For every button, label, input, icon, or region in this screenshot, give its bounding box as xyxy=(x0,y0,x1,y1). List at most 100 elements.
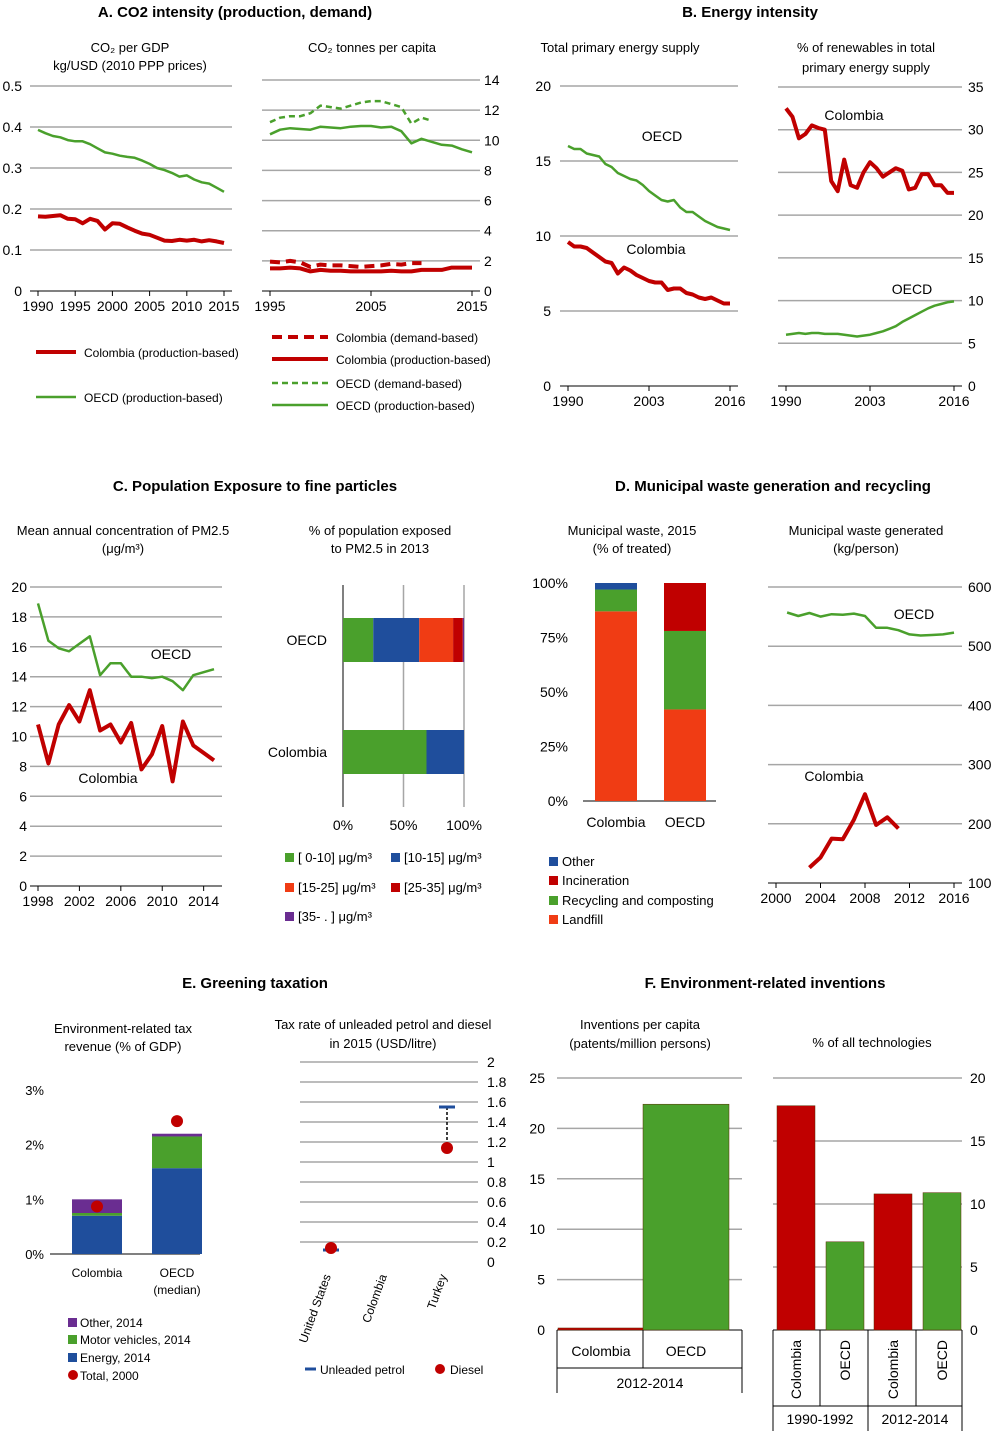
y-tick-label: 0.1 xyxy=(3,242,23,258)
series-line-colombia xyxy=(784,107,954,195)
y-tick-label: 1.2 xyxy=(487,1134,507,1150)
y-tick-label: 1.8 xyxy=(487,1074,507,1090)
panel-e-right-subtitle-1: Tax rate of unleaded petrol and diesel xyxy=(275,1017,492,1032)
x-tick-label: 1995 xyxy=(60,298,91,314)
x-tick-label: 50% xyxy=(389,817,417,833)
x-tick-label: 2016 xyxy=(938,890,969,906)
y-tick-label: 20 xyxy=(529,1120,545,1136)
panel-c-left-subtitle-1: Mean annual concentration of PM2.5 xyxy=(17,523,229,538)
bar-segment xyxy=(595,589,637,612)
panel-a-title: A. CO2 intensity (production, demand) xyxy=(98,4,372,21)
y-tick-label: 8 xyxy=(19,758,27,774)
y-tick-label: 0.2 xyxy=(3,201,23,217)
legend-label: Colombia (demand-based) xyxy=(336,331,478,345)
legend-marker-total xyxy=(68,1370,78,1380)
legend-swatch-motor-vehicles xyxy=(68,1335,77,1344)
legend-label: [25-35] μg/m³ xyxy=(404,880,482,895)
legend-label: OECD (production-based) xyxy=(84,391,223,405)
bar xyxy=(557,1327,645,1331)
legend-swatch-25-35 xyxy=(391,883,400,892)
y-tick-label: 0 xyxy=(968,378,976,394)
category-label: Colombia xyxy=(788,1340,804,1399)
y-tick-label: 20 xyxy=(11,579,27,595)
y-tick-label: 1.6 xyxy=(487,1094,507,1110)
legend-swatch-incineration xyxy=(549,876,558,885)
y-tick-label: 5 xyxy=(537,1272,545,1288)
x-tick-label: 2014 xyxy=(188,893,219,909)
panel-a-right-subtitle: CO₂ tonnes per capita xyxy=(308,40,437,55)
legend-label: Landfill xyxy=(562,912,603,927)
legend-label: Colombia (production-based) xyxy=(336,353,491,367)
y-tick-label: 20 xyxy=(535,78,551,94)
panel-f-right-subtitle: % of all technologies xyxy=(812,1035,932,1050)
y-tick-label: 6 xyxy=(19,788,27,804)
y-tick-label: 12 xyxy=(484,102,500,118)
y-tick-label: 0 xyxy=(970,1322,978,1338)
diesel-marker xyxy=(441,1142,453,1154)
legend-swatch-10-15 xyxy=(391,853,400,862)
legend-label: Total, 2000 xyxy=(80,1369,139,1383)
bar xyxy=(825,1241,865,1331)
b-left-colombia-label: Colombia xyxy=(626,241,685,257)
panel-d-legend: Other Incineration Recycling and compost… xyxy=(549,854,714,927)
y-tick-label: 1% xyxy=(25,1192,44,1207)
x-tick-label: 2012 xyxy=(894,890,925,906)
legend-label: Incineration xyxy=(562,873,629,888)
category-label: United States xyxy=(296,1272,334,1344)
panel-c-right-subtitle-2: to PM2.5 in 2013 xyxy=(331,541,429,556)
d-right-colombia-label: Colombia xyxy=(804,768,863,784)
panel-e-right-subtitle-2: in 2015 (USD/litre) xyxy=(330,1036,437,1051)
category-label: OECD xyxy=(837,1340,853,1380)
y-tick-label: 18 xyxy=(11,609,27,625)
category-label: OECD xyxy=(287,632,327,648)
x-tick-label: 2010 xyxy=(171,298,202,314)
y-tick-label: 2 xyxy=(487,1054,495,1070)
x-tick-label: 2000 xyxy=(97,298,128,314)
b-left-oecd-label: OECD xyxy=(642,128,682,144)
total-2000-marker xyxy=(91,1200,103,1213)
y-tick-label: 10 xyxy=(535,228,551,244)
y-tick-label: 0 xyxy=(543,378,551,394)
bar-segment xyxy=(373,618,420,662)
y-tick-label: 2 xyxy=(484,253,492,269)
panel-a-left-legend: Colombia (production-based) OECD (produc… xyxy=(36,346,239,405)
y-tick-label: 2 xyxy=(19,848,27,864)
y-tick-label: 5 xyxy=(968,335,976,351)
bar-segment xyxy=(453,618,463,662)
y-tick-label: 0.6 xyxy=(487,1194,507,1210)
y-tick-label: 100 xyxy=(968,875,992,891)
series-line-colombia xyxy=(808,792,900,870)
diesel-marker xyxy=(325,1242,337,1254)
y-tick-label: 0.4 xyxy=(487,1214,507,1230)
legend-swatch-other xyxy=(549,857,558,866)
y-tick-label: 200 xyxy=(968,816,992,832)
panel-c-left-subtitle-2: (μg/m³) xyxy=(102,541,144,556)
panel-d-right-subtitle-1: Municipal waste generated xyxy=(789,523,944,538)
x-tick-label: 2003 xyxy=(633,393,664,409)
y-tick-label: 5 xyxy=(970,1259,978,1275)
x-tick-label: 2003 xyxy=(854,393,885,409)
panel-e-title: E. Greening taxation xyxy=(182,975,328,992)
category-label: Colombia xyxy=(586,814,645,830)
y-tick-label: 16 xyxy=(11,639,27,655)
legend-label: Unleaded petrol xyxy=(320,1363,405,1377)
x-tick-label: 2004 xyxy=(805,890,836,906)
legend-swatch-other xyxy=(68,1318,77,1327)
y-tick-label: 0% xyxy=(25,1247,44,1262)
y-tick-label: 1 xyxy=(487,1154,495,1170)
legend-swatch-0-10 xyxy=(285,853,294,862)
x-tick-label: 2005 xyxy=(355,298,386,314)
panel-b-right-subtitle-2: primary energy supply xyxy=(802,60,930,75)
category-label: Colombia xyxy=(72,1266,123,1280)
category-label: Colombia xyxy=(359,1272,390,1325)
legend-label: Energy, 2014 xyxy=(80,1351,151,1365)
x-tick-label: 2002 xyxy=(64,893,95,909)
y-tick-label: 600 xyxy=(968,579,992,595)
x-tick-label: 1990 xyxy=(552,393,583,409)
x-tick-label: 2016 xyxy=(938,393,969,409)
panel-c-legend: [ 0-10] μg/m³ [10-15] μg/m³ [15-25] μg/m… xyxy=(285,850,482,924)
x-tick-label: 2010 xyxy=(147,893,178,909)
legend-label: [ 0-10] μg/m³ xyxy=(298,850,373,865)
y-tick-label: 10 xyxy=(11,729,27,745)
